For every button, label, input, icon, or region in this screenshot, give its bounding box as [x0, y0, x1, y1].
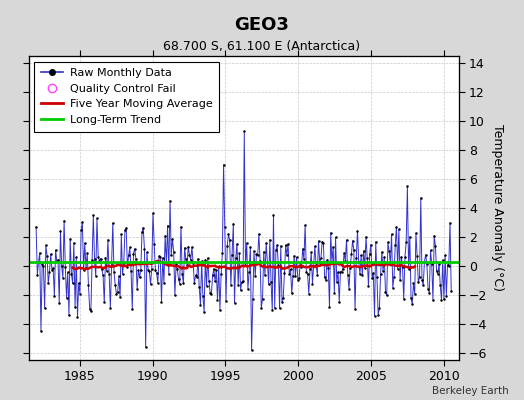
Text: Berkeley Earth: Berkeley Earth: [432, 386, 508, 396]
Legend: Raw Monthly Data, Quality Control Fail, Five Year Moving Average, Long-Term Tren: Raw Monthly Data, Quality Control Fail, …: [35, 62, 220, 132]
Y-axis label: Temperature Anomaly (°C): Temperature Anomaly (°C): [492, 124, 505, 292]
Text: GEO3: GEO3: [235, 16, 289, 34]
Text: 68.700 S, 61.100 E (Antarctica): 68.700 S, 61.100 E (Antarctica): [163, 40, 361, 53]
